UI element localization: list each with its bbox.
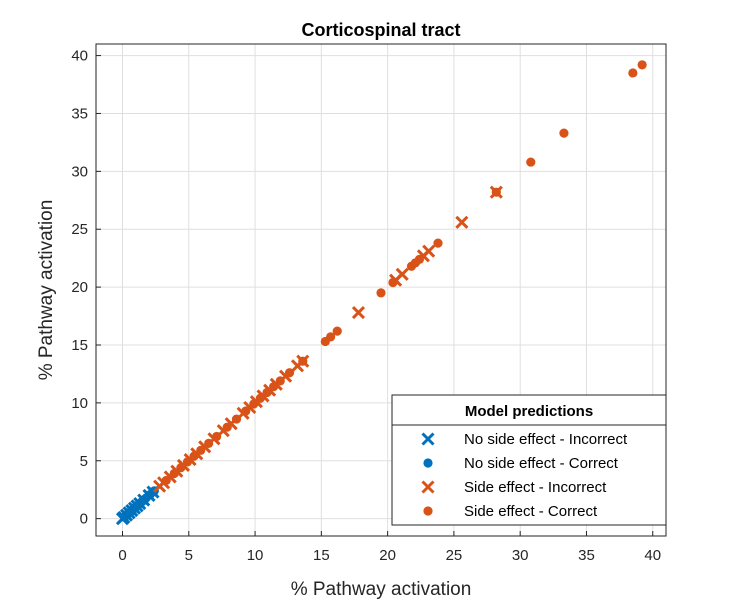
data-point-series-3 (414, 254, 425, 264)
data-point-series-2 (351, 306, 366, 320)
data-point-series-3 (269, 382, 279, 392)
data-point-series-3 (284, 368, 295, 378)
data-points (115, 60, 647, 526)
data-point-series-3 (491, 187, 501, 197)
data-point-series-3 (526, 157, 536, 167)
data-point-series-3 (231, 414, 242, 424)
y-tick-label: 40 (71, 48, 88, 65)
legend-box (391, 394, 667, 526)
x-tick-label: 35 (578, 547, 595, 564)
data-point-series-3 (196, 445, 206, 455)
x-tick-label: 20 (379, 547, 396, 564)
data-point-series-3 (376, 288, 386, 298)
data-point-series-2 (422, 244, 436, 258)
x-tick-label: 5 (185, 547, 193, 564)
data-point-series-3 (433, 238, 443, 248)
y-tick-label: 35 (71, 105, 88, 122)
y-axis-label: % Pathway activation (36, 200, 57, 381)
data-point-series-3 (275, 376, 285, 386)
data-point-series-3 (222, 422, 232, 432)
y-tick-label: 0 (80, 511, 88, 528)
axes-box (95, 43, 667, 537)
data-point-series-3 (189, 451, 199, 461)
data-point-series-3 (182, 457, 193, 467)
x-tick-label: 10 (247, 547, 264, 564)
x-tick-label: 15 (313, 547, 330, 564)
y-tick-label: 25 (71, 221, 88, 238)
data-point-series-3 (241, 406, 251, 416)
x-tick-label: 25 (446, 547, 463, 564)
data-point-series-3 (161, 475, 171, 486)
data-point-series-2 (395, 267, 409, 281)
legend-marker-2 (421, 480, 435, 494)
legend-entry-label: No side effect - Incorrect (464, 431, 628, 448)
data-point-series-3 (326, 332, 336, 342)
y-tick-label: 10 (71, 395, 88, 412)
data-point-series-3 (559, 128, 569, 138)
legend-entry-label: Side effect - Correct (464, 503, 598, 520)
data-point-series-2 (455, 215, 469, 229)
legend-title: Model predictions (465, 403, 593, 420)
legend-entry-label: No side effect - Correct (464, 455, 619, 472)
data-point-series-3 (204, 438, 214, 448)
legend-marker-1 (423, 458, 433, 468)
data-point-series-3 (262, 387, 272, 398)
data-point-series-3 (298, 356, 308, 366)
y-tick-label: 15 (71, 337, 88, 354)
legend-marker-3 (423, 506, 433, 516)
legend-entry-label: Side effect - Incorrect (464, 479, 607, 496)
legend-entries: No side effect - Incorrect No side effect… (421, 431, 628, 520)
y-tick-label: 30 (71, 163, 88, 180)
data-point-series-3 (212, 431, 222, 442)
x-axis-label: % Pathway activation (291, 579, 472, 600)
data-point-series-3 (249, 399, 259, 409)
chart-title: Corticospinal tract (301, 20, 460, 40)
data-point-series-3 (388, 277, 398, 288)
data-point-series-3 (176, 463, 186, 473)
data-point-series-3 (628, 68, 638, 78)
data-point-series-3 (332, 326, 342, 336)
axis-ticks: 0 5 10 15 20 25 30 35 40 0 5 10 15 20 25 30 35 40 (71, 48, 661, 564)
legend: Model predictions No side effect - Incor… (391, 394, 667, 526)
legend-marker-0 (421, 432, 435, 446)
data-point-series-3 (169, 468, 179, 479)
data-point-series-3 (637, 60, 647, 70)
x-tick-label: 40 (644, 547, 661, 564)
x-tick-label: 0 (118, 547, 126, 564)
x-tick-label: 30 (512, 547, 529, 564)
y-tick-label: 5 (80, 453, 88, 470)
data-point-series-3 (255, 393, 265, 403)
y-tick-label: 20 (71, 279, 88, 296)
